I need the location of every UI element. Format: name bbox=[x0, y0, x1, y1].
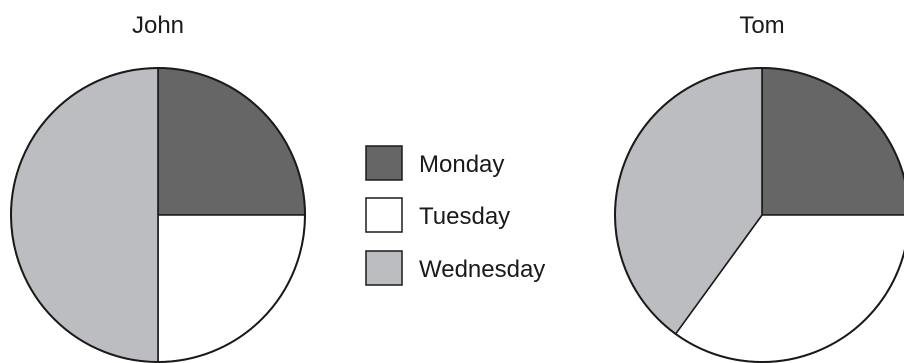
pie-john: John bbox=[10, 12, 306, 363]
pie-title-tom: Tom bbox=[739, 12, 784, 39]
pie-tom-slice-monday bbox=[761, 67, 904, 216]
legend-label-monday: Monday bbox=[419, 151, 504, 178]
pie-john-slice-monday bbox=[157, 67, 306, 216]
pie-john-slice-wednesday bbox=[10, 67, 159, 363]
legend: Monday Tuesday Wednesday bbox=[365, 145, 545, 286]
legend-label-wednesday: Wednesday bbox=[419, 256, 545, 283]
legend-swatch-wednesday bbox=[365, 250, 403, 286]
legend-swatch-monday bbox=[365, 145, 403, 181]
legend-swatch-tuesday bbox=[365, 197, 403, 233]
legend-label-tuesday: Tuesday bbox=[419, 203, 510, 230]
pie-title-john: John bbox=[132, 12, 184, 39]
pie-john-outline bbox=[10, 67, 306, 363]
pie-tom-outline bbox=[614, 67, 904, 363]
pie-tom: Tom bbox=[614, 12, 904, 363]
pie-john-slices bbox=[10, 67, 306, 363]
pie-john-slice-tuesday bbox=[157, 214, 306, 363]
